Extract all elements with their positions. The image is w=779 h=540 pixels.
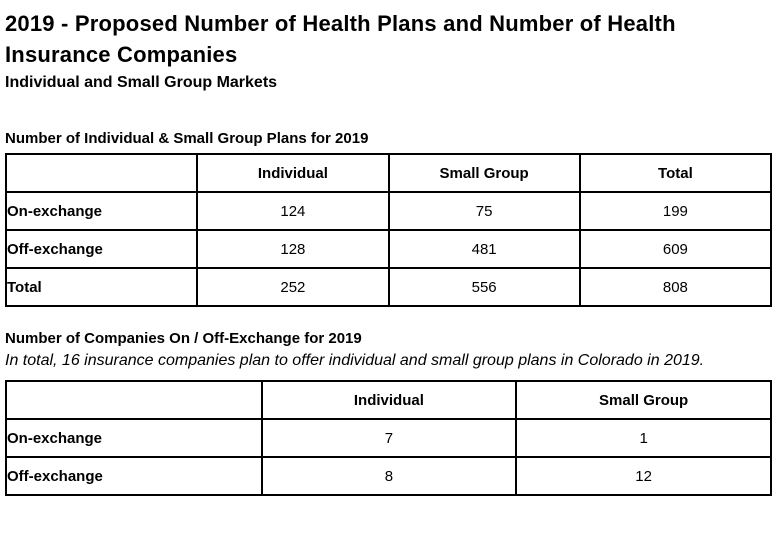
row-label: Total bbox=[4, 267, 199, 307]
companies-header-individual: Individual bbox=[260, 380, 518, 420]
cell-value: 556 bbox=[387, 267, 581, 307]
companies-note: In total, 16 insurance companies plan to… bbox=[5, 352, 705, 369]
row-label: On-exchange bbox=[4, 191, 199, 231]
cell-value: 7 bbox=[260, 418, 518, 458]
cell-value: 12 bbox=[515, 456, 772, 496]
row-label: On-exchange bbox=[5, 418, 263, 458]
companies-header-blank bbox=[5, 380, 263, 420]
table-row: Total 252 556 808 bbox=[4, 267, 773, 307]
cell-value: 808 bbox=[578, 267, 773, 307]
cell-value: 124 bbox=[196, 191, 390, 231]
companies-header-small-group: Small Group bbox=[515, 380, 772, 420]
plans-header-small-group: Small Group bbox=[387, 153, 581, 193]
plans-header-individual: Individual bbox=[196, 153, 390, 193]
table-row: On-exchange 7 1 bbox=[5, 418, 772, 458]
cell-value: 128 bbox=[196, 229, 390, 269]
cell-value: 252 bbox=[196, 267, 390, 307]
cell-value: 1 bbox=[515, 418, 772, 458]
plans-section-heading: Number of Individual & Small Group Plans… bbox=[5, 130, 369, 147]
cell-value: 481 bbox=[387, 229, 581, 269]
page-subtitle: Individual and Small Group Markets bbox=[5, 74, 278, 91]
table-row: On-exchange 124 75 199 bbox=[4, 191, 773, 231]
companies-table-header-row: Individual Small Group bbox=[5, 380, 772, 420]
plans-header-blank bbox=[4, 153, 199, 193]
companies-section-heading: Number of Companies On / Off-Exchange fo… bbox=[5, 330, 362, 347]
plans-header-total: Total bbox=[578, 153, 773, 193]
plans-table-header-row: Individual Small Group Total bbox=[4, 153, 773, 193]
row-label: Off-exchange bbox=[4, 229, 199, 269]
cell-value: 75 bbox=[387, 191, 581, 231]
row-label: Off-exchange bbox=[5, 456, 263, 496]
plans-table: Individual Small Group Total On-exchange… bbox=[4, 153, 773, 307]
cell-value: 609 bbox=[578, 229, 773, 269]
table-row: Off-exchange 128 481 609 bbox=[4, 229, 773, 269]
companies-table: Individual Small Group On-exchange 7 1 O… bbox=[5, 380, 772, 496]
cell-value: 8 bbox=[260, 456, 518, 496]
cell-value: 199 bbox=[578, 191, 773, 231]
page-title: 2019 - Proposed Number of Health Plans a… bbox=[5, 11, 676, 67]
table-row: Off-exchange 8 12 bbox=[5, 456, 772, 496]
